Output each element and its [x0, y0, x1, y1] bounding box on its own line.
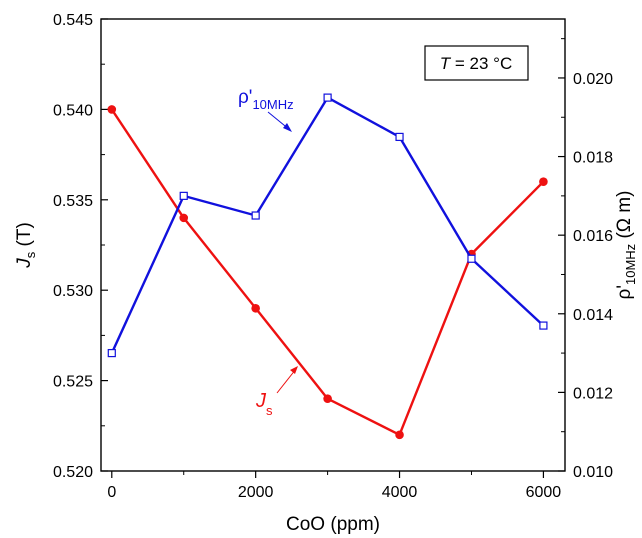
- left-y-tick-label: 0.520: [53, 464, 93, 481]
- x-axis-label: CoO (ppm): [286, 514, 380, 535]
- data-point: [395, 430, 404, 440]
- right-y-tick-label: 0.020: [573, 71, 613, 88]
- right-y-tick-label: 0.012: [573, 385, 613, 402]
- right-y-tick-label: 0.018: [573, 150, 613, 167]
- left-y-axis-label-main: J: [14, 258, 35, 269]
- data-point: [251, 211, 260, 220]
- x-tick-label: 0: [107, 484, 116, 501]
- js-series-label-sub: s: [266, 403, 273, 418]
- right-y-tick-label: 0.010: [573, 464, 613, 481]
- series-line: [110, 108, 545, 436]
- rho-label-arrowhead: [283, 123, 292, 132]
- data-point: [395, 132, 404, 142]
- series-rho: [107, 93, 548, 358]
- left-y-tick-label: 0.535: [53, 193, 93, 210]
- js-label-arrow: [276, 368, 297, 394]
- rho-series-label: ρ'10MHz: [238, 87, 294, 112]
- x-tick-label: 2000: [238, 484, 274, 501]
- x-tick-label: 4000: [382, 484, 418, 501]
- left-y-tick-label: 0.545: [53, 12, 93, 29]
- series-js: [107, 105, 548, 440]
- data-point: [179, 213, 189, 223]
- js-label-arrowhead: [290, 366, 298, 374]
- x-ticks: 0 2000 4000 6000: [107, 471, 561, 501]
- data-point: [251, 303, 260, 313]
- data-point: [323, 394, 332, 403]
- right-y-axis-label: ρ'10MHz (Ω m): [614, 191, 638, 300]
- annotation-box: [424, 45, 529, 81]
- data-point: [539, 321, 548, 330]
- right-y-tick-label: 0.016: [573, 228, 613, 245]
- left-y-axis-label: Js (T): [14, 222, 38, 269]
- annotation-italic: T: [440, 54, 452, 73]
- left-y-axis-label-sub: s: [23, 251, 38, 258]
- left-y-tick-label: 0.530: [53, 283, 93, 300]
- right-y-axis-label-sub: 10MHz: [623, 244, 638, 285]
- left-y-ticks: 0.520 0.525 0.530 0.535 0.540 0.545: [53, 12, 108, 481]
- annotation-rest: = 23 °C: [450, 54, 512, 73]
- rho-series-label-main: ρ': [238, 87, 252, 108]
- right-y-ticks: 0.010 0.012 0.014 0.016 0.018 0.020: [558, 38, 613, 481]
- rho-series-label-sub: 10MHz: [252, 97, 293, 112]
- data-point: [467, 254, 476, 263]
- data-point: [323, 93, 332, 102]
- annotation-text: T = 23 °C: [440, 54, 512, 73]
- right-y-axis-label-unit: (Ω m): [614, 191, 635, 244]
- x-tick-label: 6000: [526, 484, 562, 501]
- data-point: [107, 348, 116, 358]
- left-y-tick-label: 0.525: [53, 374, 93, 391]
- right-y-tick-label: 0.014: [573, 307, 613, 324]
- series-line: [110, 96, 545, 354]
- js-series-label: Js: [255, 390, 273, 418]
- left-y-tick-label: 0.540: [53, 102, 93, 119]
- left-y-axis-label-unit: (T): [14, 222, 35, 252]
- plot-frame: [100, 18, 566, 472]
- data-point: [539, 177, 548, 187]
- right-y-axis-label-main: ρ': [614, 285, 635, 299]
- data-point: [107, 105, 117, 114]
- data-point: [179, 191, 188, 200]
- js-series-label-main: J: [255, 390, 267, 412]
